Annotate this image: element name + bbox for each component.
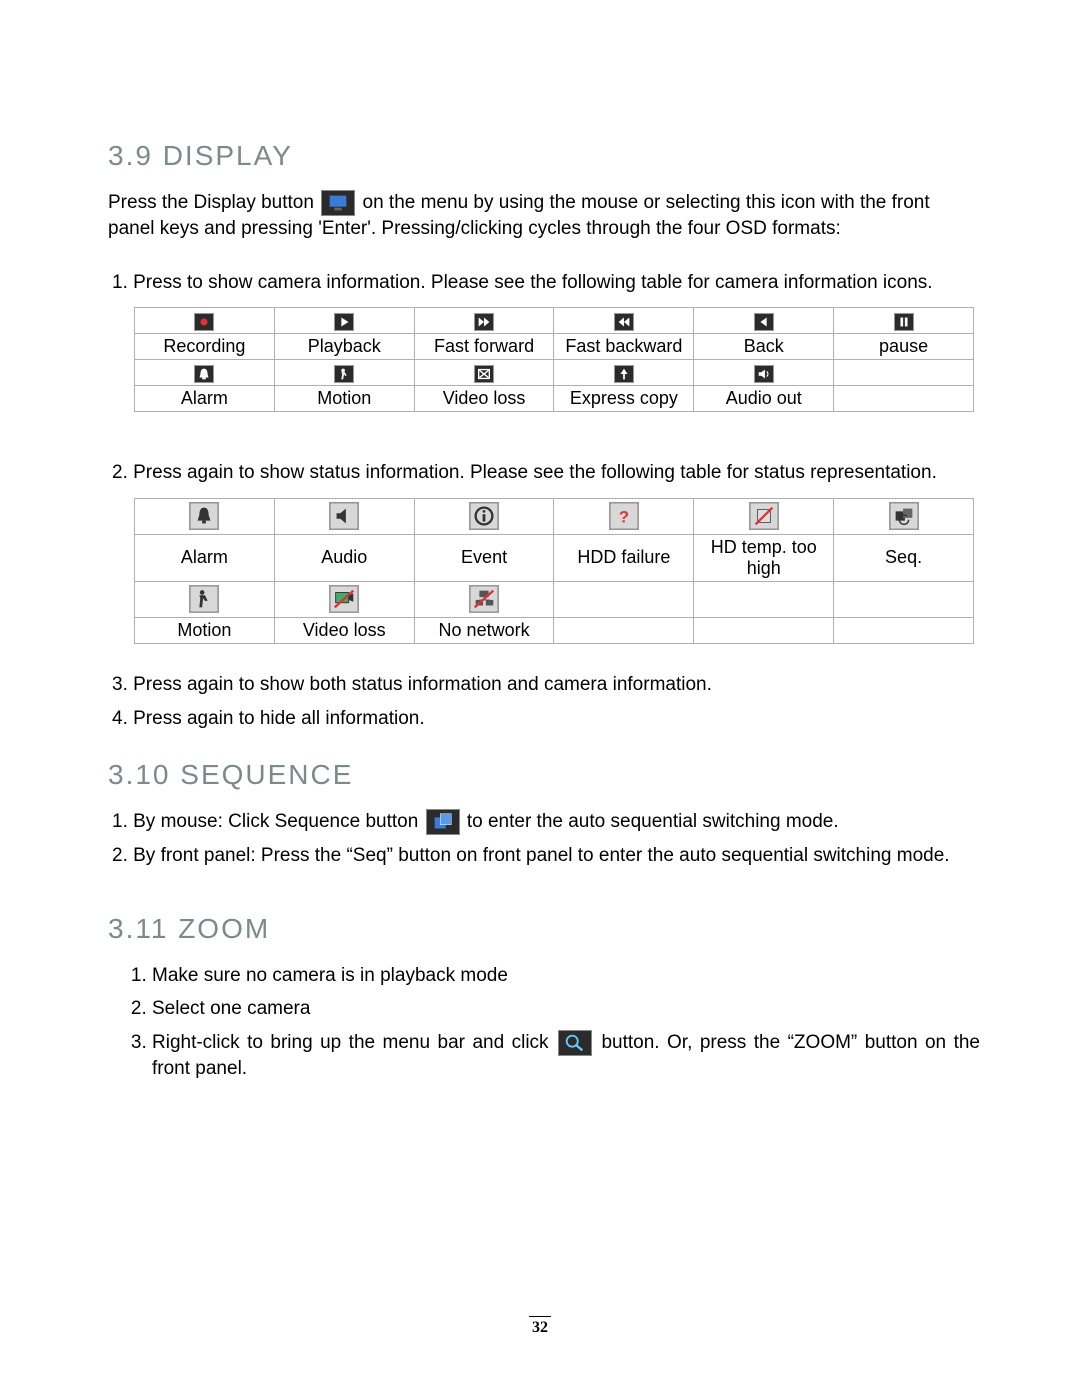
sequence-line1a: 1. By mouse: Click Sequence button	[112, 811, 424, 832]
label-alarm: Alarm	[135, 386, 275, 412]
zoom-item3a: Right-click to bring up the menu bar and…	[152, 1032, 556, 1053]
label-alarm: Alarm	[135, 534, 275, 581]
display-step1: 1. Press to show camera information. Ple…	[108, 270, 980, 296]
empty-cell	[834, 360, 974, 386]
display-step2: 2. Press again to show status informatio…	[108, 460, 980, 486]
label-playback: Playback	[274, 334, 414, 360]
sequence-button-icon	[426, 809, 460, 835]
video-loss-icon	[329, 585, 359, 613]
display-button-icon	[321, 190, 355, 216]
event-icon	[469, 502, 499, 530]
motion-icon	[334, 365, 354, 383]
camera-info-table: Recording Playback Fast forward Fast bac…	[134, 307, 974, 412]
fast-forward-icon	[474, 313, 494, 331]
label-no-network: No network	[414, 617, 554, 643]
label-event: Event	[414, 534, 554, 581]
document-page: 3.9 DISPLAY Press the Display button on …	[0, 0, 1080, 1397]
zoom-button-icon	[558, 1030, 592, 1056]
seq-icon	[889, 502, 919, 530]
fast-backward-icon	[614, 313, 634, 331]
empty-cell	[554, 581, 694, 617]
label-audio: Audio	[274, 534, 414, 581]
sequence-line1b: to enter the auto sequential switching m…	[467, 811, 839, 832]
label-fast-backward: Fast backward	[554, 334, 694, 360]
hdd-failure-icon: ?	[609, 502, 639, 530]
empty-cell	[694, 581, 834, 617]
label-video-loss: Video loss	[274, 617, 414, 643]
status-info-table: ? Alarm Audio Event HDD failure HD temp.…	[134, 498, 974, 644]
label-pause: pause	[834, 334, 974, 360]
empty-cell	[694, 617, 834, 643]
zoom-item3: Right-click to bring up the menu bar and…	[152, 1030, 980, 1082]
display-intro-part1: Press the Display button	[108, 192, 319, 213]
alarm-icon	[194, 365, 214, 383]
svg-text:?: ?	[619, 508, 629, 527]
play-icon	[334, 313, 354, 331]
label-motion: Motion	[135, 617, 275, 643]
label-audio-out: Audio out	[694, 386, 834, 412]
pause-icon	[894, 313, 914, 331]
zoom-list: Make sure no camera is in playback mode …	[108, 963, 980, 1082]
zoom-item1: Make sure no camera is in playback mode	[152, 963, 980, 989]
empty-cell	[834, 386, 974, 412]
video-loss-icon	[474, 365, 494, 383]
audio-icon	[329, 502, 359, 530]
empty-cell	[834, 581, 974, 617]
display-step3: 3. Press again to show both status infor…	[108, 672, 980, 698]
label-back: Back	[694, 334, 834, 360]
record-icon	[194, 313, 214, 331]
heading-zoom: 3.11 ZOOM	[108, 913, 980, 945]
empty-cell	[554, 617, 694, 643]
sequence-line2: 2. By front panel: Press the “Seq” butto…	[108, 843, 980, 869]
sequence-line1: 1. By mouse: Click Sequence button to en…	[108, 809, 980, 835]
page-number: 32	[0, 1316, 1080, 1337]
heading-display: 3.9 DISPLAY	[108, 140, 980, 172]
back-icon	[754, 313, 774, 331]
zoom-item2: Select one camera	[152, 996, 980, 1022]
label-express-copy: Express copy	[554, 386, 694, 412]
alarm-icon	[189, 502, 219, 530]
motion-icon	[189, 585, 219, 613]
display-step4: 4. Press again to hide all information.	[108, 706, 980, 732]
empty-cell	[834, 617, 974, 643]
label-hd-temp: HD temp. too high	[694, 534, 834, 581]
label-seq: Seq.	[834, 534, 974, 581]
no-network-icon	[469, 585, 499, 613]
label-hdd-failure: HDD failure	[554, 534, 694, 581]
audio-out-icon	[754, 365, 774, 383]
label-video-loss: Video loss	[414, 386, 554, 412]
label-fast-forward: Fast forward	[414, 334, 554, 360]
label-recording: Recording	[135, 334, 275, 360]
display-intro: Press the Display button on the menu by …	[108, 190, 980, 242]
heading-sequence: 3.10 SEQUENCE	[108, 759, 980, 791]
label-motion: Motion	[274, 386, 414, 412]
hd-temp-icon	[749, 502, 779, 530]
express-copy-icon	[614, 365, 634, 383]
